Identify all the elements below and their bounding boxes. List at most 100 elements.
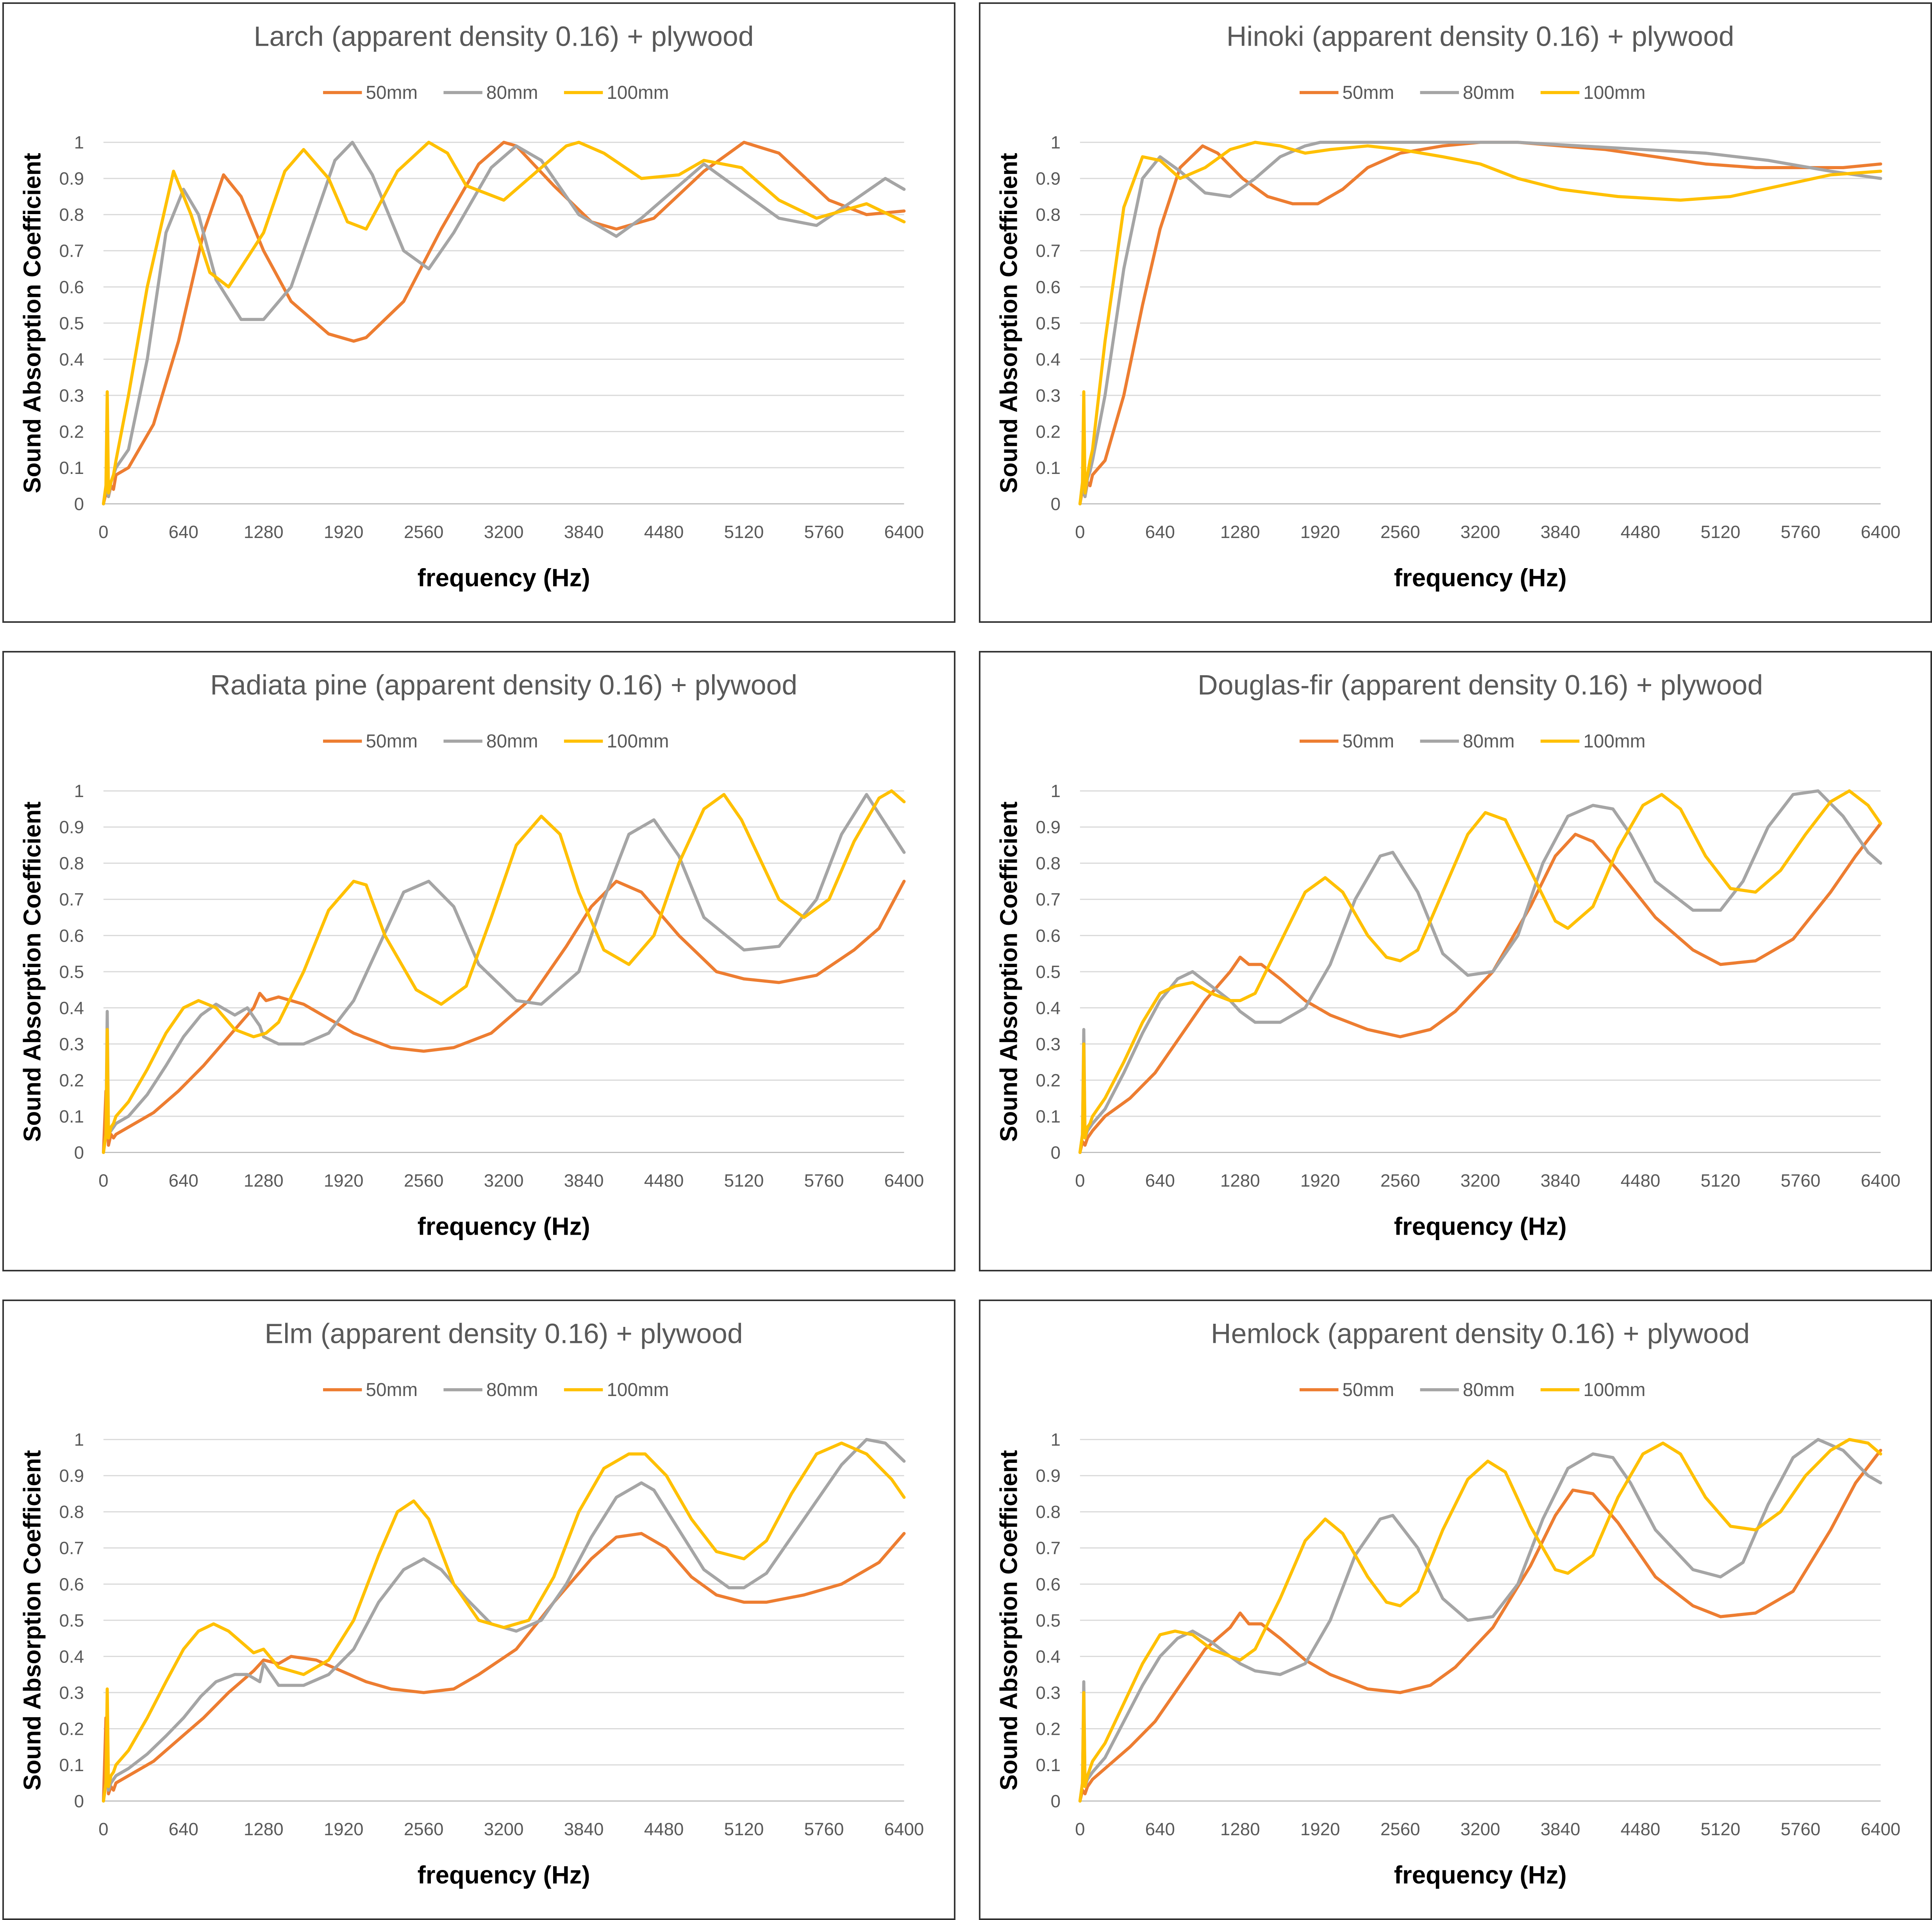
- y-tick-label: 0.3: [1036, 1034, 1061, 1054]
- x-tick-label: 1280: [244, 1819, 284, 1839]
- y-tick-label: 0: [74, 494, 84, 514]
- x-tick-label: 3200: [1461, 522, 1500, 542]
- y-tick-label: 0.6: [1036, 926, 1061, 946]
- x-tick-label: 5120: [1701, 1819, 1741, 1839]
- series-line-50mm: [1078, 822, 1882, 1154]
- x-tick-label: 1920: [324, 1171, 364, 1191]
- y-tick-label: 0.3: [1036, 1683, 1061, 1703]
- chart-svg: Radiata pine (apparent density 0.16) + p…: [19, 669, 924, 1240]
- y-axis-title: Sound Absorption Coefficient: [19, 801, 46, 1142]
- series-line-50mm: [102, 1532, 906, 1803]
- y-tick-label: 0.9: [59, 817, 84, 837]
- y-tick-label: 0.7: [1036, 890, 1061, 910]
- x-tick-label: 3200: [484, 522, 524, 542]
- y-tick-label: 0.4: [59, 1646, 84, 1666]
- x-axis-title: frequency (Hz): [1394, 1212, 1567, 1240]
- x-tick-label: 0: [1075, 1171, 1085, 1191]
- x-tick-label: 5120: [1701, 522, 1741, 542]
- x-tick-label: 3840: [1541, 1171, 1580, 1191]
- y-axis-title: Sound Absorption Coefficient: [996, 153, 1023, 493]
- x-tick-label: 0: [98, 522, 108, 542]
- legend-label: 80mm: [1463, 82, 1515, 103]
- y-tick-label: 0.8: [59, 205, 84, 225]
- x-axis-title: frequency (Hz): [418, 1212, 590, 1240]
- x-tick-label: 4480: [644, 1171, 684, 1191]
- y-tick-label: 0.8: [1036, 205, 1061, 225]
- y-tick-label: 0.9: [1036, 169, 1061, 189]
- y-tick-label: 0.6: [1036, 1574, 1061, 1594]
- x-tick-label: 2560: [1380, 522, 1420, 542]
- x-tick-label: 640: [1145, 1171, 1175, 1191]
- series-line-80mm: [1078, 1438, 1882, 1803]
- legend-label: 50mm: [1342, 82, 1394, 103]
- y-tick-label: 0.7: [59, 890, 84, 910]
- y-tick-label: 0.8: [59, 1502, 84, 1522]
- x-tick-label: 3840: [1541, 1819, 1580, 1839]
- chart-svg: Hinoki (apparent density 0.16) + plywood…: [996, 21, 1901, 592]
- x-tick-label: 5120: [724, 522, 764, 542]
- chart-title: Douglas-fir (apparent density 0.16) + pl…: [1198, 669, 1763, 701]
- series-line-50mm: [102, 141, 906, 506]
- series-line-80mm: [102, 793, 906, 1154]
- legend-label: 50mm: [366, 82, 418, 103]
- x-tick-label: 5760: [804, 522, 844, 542]
- y-tick-label: 0: [74, 1791, 84, 1811]
- chart-panel: Hinoki (apparent density 0.16) + plywood…: [979, 2, 1932, 623]
- y-tick-label: 0.6: [59, 277, 84, 297]
- y-tick-label: 0.2: [1036, 1070, 1061, 1090]
- y-tick-label: 0.2: [59, 1719, 84, 1739]
- series-line-80mm: [102, 1438, 906, 1803]
- y-axis-title: Sound Absorption Coefficient: [19, 1450, 46, 1790]
- x-tick-label: 640: [1145, 1819, 1175, 1839]
- chart-panel: Elm (apparent density 0.16) + plywood 50m…: [2, 1300, 955, 1920]
- x-tick-label: 3200: [484, 1819, 524, 1839]
- x-axis-title: frequency (Hz): [1394, 1861, 1567, 1889]
- y-tick-label: 1: [74, 781, 84, 801]
- series-line-100mm: [1078, 141, 1882, 506]
- chart-svg: Hemlock (apparent density 0.16) + plywoo…: [996, 1318, 1901, 1889]
- x-tick-label: 1920: [324, 1819, 364, 1839]
- y-tick-label: 0.7: [59, 241, 84, 261]
- x-tick-label: 0: [98, 1171, 108, 1191]
- legend-label: 100mm: [607, 1380, 669, 1400]
- chart-panel: Douglas-fir (apparent density 0.16) + pl…: [979, 651, 1932, 1271]
- legend-label: 80mm: [486, 82, 538, 103]
- y-tick-label: 0: [74, 1142, 84, 1162]
- chart-panel: Radiata pine (apparent density 0.16) + p…: [2, 651, 955, 1271]
- chart-title: Hinoki (apparent density 0.16) + plywood: [1227, 21, 1734, 52]
- y-tick-label: 0.4: [1036, 998, 1061, 1018]
- y-tick-label: 0.8: [59, 853, 84, 873]
- x-tick-label: 3840: [564, 1819, 604, 1839]
- legend-label: 100mm: [607, 82, 669, 103]
- chart-svg: Elm (apparent density 0.16) + plywood 50m…: [19, 1318, 924, 1889]
- legend: 50mm 80mm 100mm: [323, 82, 669, 103]
- y-tick-label: 0.4: [59, 349, 84, 369]
- y-tick-label: 0.7: [1036, 241, 1061, 261]
- x-tick-label: 640: [1145, 522, 1175, 542]
- y-tick-label: 0.5: [59, 962, 84, 982]
- y-tick-label: 0.1: [59, 1107, 84, 1126]
- series-line-100mm: [102, 789, 906, 1154]
- y-tick-label: 0.2: [1036, 1719, 1061, 1739]
- y-tick-label: 0.8: [1036, 853, 1061, 873]
- x-tick-label: 6400: [884, 522, 924, 542]
- y-axis-title: Sound Absorption Coefficient: [996, 1450, 1023, 1790]
- legend-label: 50mm: [1342, 731, 1394, 752]
- x-tick-label: 0: [1075, 522, 1085, 542]
- x-tick-label: 6400: [1861, 1171, 1901, 1191]
- x-tick-label: 4480: [1621, 1171, 1661, 1191]
- y-tick-label: 1: [1051, 781, 1061, 801]
- x-tick-label: 2560: [1380, 1171, 1420, 1191]
- chart-panel: Larch (apparent density 0.16) + plywood 5…: [2, 2, 955, 623]
- x-tick-label: 5760: [1781, 1171, 1821, 1191]
- legend-label: 100mm: [1583, 1380, 1645, 1400]
- x-tick-label: 3840: [1541, 522, 1580, 542]
- y-tick-label: 0: [1051, 1791, 1061, 1811]
- series-line-100mm: [102, 141, 906, 506]
- y-tick-label: 0.7: [1036, 1538, 1061, 1558]
- x-tick-label: 1920: [1300, 1171, 1340, 1191]
- chart-title: Radiata pine (apparent density 0.16) + p…: [210, 669, 797, 701]
- y-tick-label: 0.6: [59, 1574, 84, 1594]
- legend: 50mm 80mm 100mm: [1300, 82, 1646, 103]
